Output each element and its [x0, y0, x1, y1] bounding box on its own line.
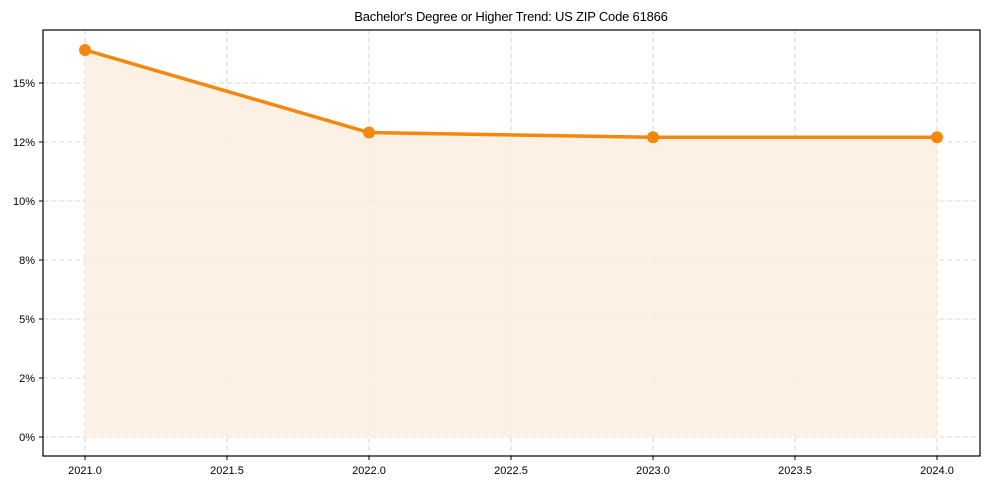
- x-tick-label: 2023.5: [778, 465, 812, 477]
- y-tick-label: 10%: [13, 196, 35, 208]
- area-fill: [85, 49, 937, 438]
- x-tick-label: 2023.0: [636, 465, 670, 477]
- data-point: [79, 43, 91, 56]
- x-axis: 2021.0 2021.5 2022.0 2022.5 2023.0 2023.5 2024…: [68, 456, 954, 477]
- data-line: [84, 48, 937, 140]
- data-markers: [79, 43, 943, 144]
- x-tick-label: 2022.5: [494, 465, 528, 477]
- x-tick-label: 2024.0: [920, 465, 954, 477]
- x-tick-label: 2021.5: [210, 465, 244, 477]
- data-point: [363, 126, 375, 139]
- data-point: [647, 131, 659, 144]
- x-tick-label: 2021.0: [68, 465, 102, 477]
- y-tick-label: 12%: [13, 137, 35, 149]
- y-axis: 0% 2% 5% 8% 10% 12% 15%: [13, 78, 43, 444]
- y-tick-label: 0%: [19, 432, 35, 444]
- x-tick-label: 2022.0: [352, 465, 386, 477]
- chart-title: Bachelor's Degree or Higher Trend: US ZI…: [354, 9, 668, 24]
- y-tick-label: 2%: [19, 373, 35, 385]
- y-tick-label: 15%: [13, 78, 35, 90]
- y-tick-label: 5%: [19, 314, 35, 326]
- y-tick-label: 8%: [19, 255, 35, 267]
- data-point: [931, 131, 943, 144]
